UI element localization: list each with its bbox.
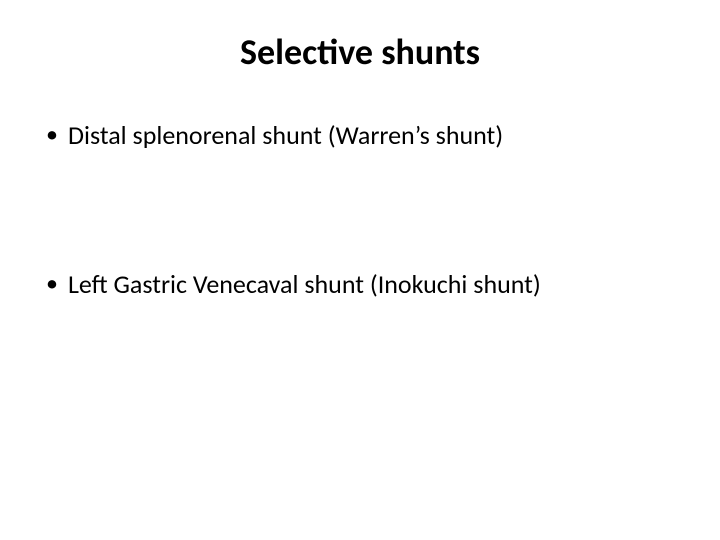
bullet-item: Distal splenorenal shunt (Warren’s shunt…: [40, 119, 690, 153]
slide-title: Selective shunts: [30, 30, 690, 74]
bullet-item: Left Gastric Venecaval shunt (Inokuchi s…: [40, 268, 690, 302]
bullet-list: Distal splenorenal shunt (Warren’s shunt…: [30, 119, 690, 302]
slide-container: Selective shunts Distal splenorenal shun…: [0, 0, 720, 540]
